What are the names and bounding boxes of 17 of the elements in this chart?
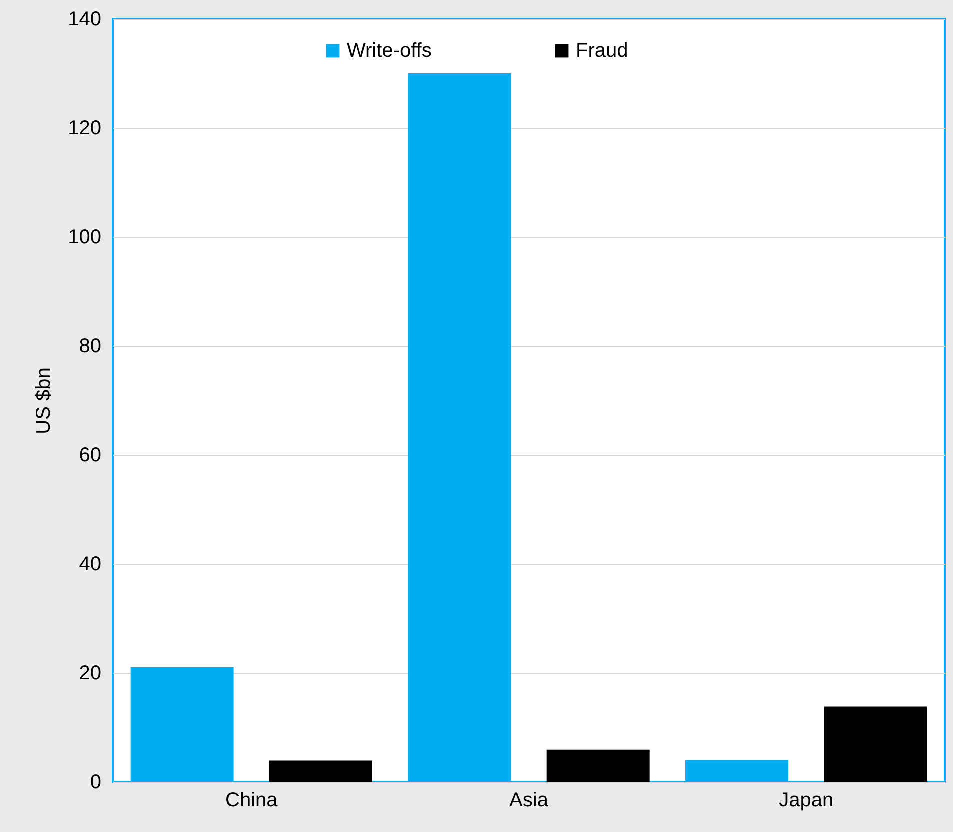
legend-label: Fraud [576,40,628,62]
y-tick-label: 140 [68,8,102,30]
y-tick-label: 120 [68,118,102,140]
y-tick-label: 80 [79,336,102,358]
x-tick-label: Asia [510,790,550,812]
y-axis-title: US $bn [33,368,56,434]
x-tick-label: China [226,790,279,812]
y-tick-label: 40 [79,554,102,576]
x-tick-label: Japan [779,790,834,812]
legend-label: Write-offs [347,40,432,62]
y-tick-label: 0 [90,772,102,794]
y-tick-label: 60 [79,444,102,466]
bar [824,706,928,782]
y-tick-label: 100 [68,226,102,248]
y-tick-label: 20 [79,662,102,684]
bar [546,750,650,782]
bar [270,760,372,782]
